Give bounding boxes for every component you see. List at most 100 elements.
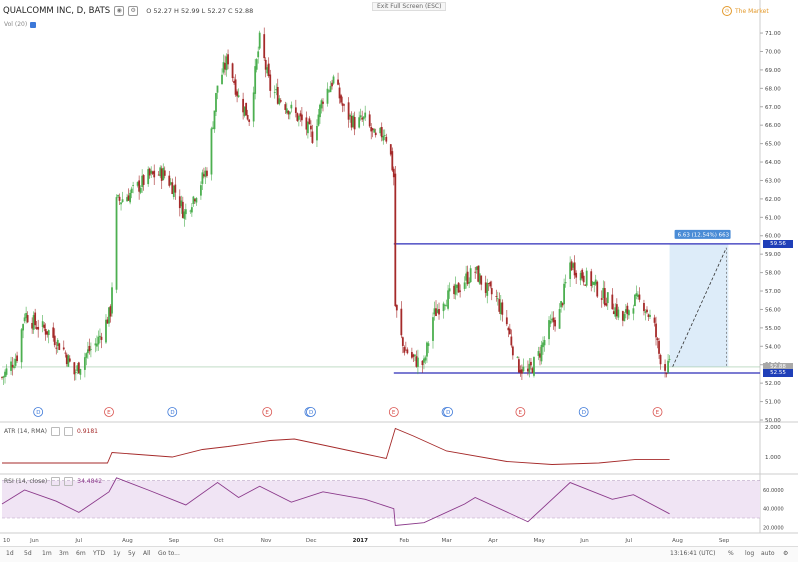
- candle-body: [469, 268, 472, 283]
- range-1m[interactable]: 1m: [42, 550, 52, 557]
- atr-eye-icon[interactable]: [50, 427, 60, 436]
- dividend-marker: [33, 407, 44, 417]
- candle-body: [442, 303, 445, 312]
- candle-body: [210, 128, 213, 175]
- candle-body: [168, 175, 171, 186]
- log-toggle[interactable]: log: [745, 550, 755, 557]
- rsi-line: [1, 477, 670, 526]
- range-3m[interactable]: 3m: [59, 550, 69, 557]
- y-tick-label: 63.00: [765, 178, 781, 184]
- candle-body: [591, 281, 594, 285]
- candle-body: [43, 324, 46, 329]
- candle-body: [55, 347, 58, 349]
- candle-body: [668, 358, 671, 360]
- settings-icon[interactable]: ⚙: [128, 6, 139, 16]
- candle-body: [308, 118, 311, 125]
- candle-body: [362, 116, 365, 120]
- candle-body: [621, 311, 624, 321]
- candle-body: [361, 117, 364, 120]
- candle-body: [263, 34, 266, 59]
- candle-body: [246, 114, 249, 120]
- event-marker-label: E: [518, 410, 522, 416]
- candle-body: [257, 51, 260, 58]
- auto-toggle[interactable]: auto: [761, 550, 775, 557]
- candle-body: [448, 288, 451, 292]
- candle-body: [490, 288, 493, 295]
- candle-body: [215, 93, 217, 112]
- candle-body: [65, 354, 68, 365]
- range-ytd[interactable]: YTD: [93, 550, 105, 557]
- x-tick-label: Sep: [169, 538, 180, 544]
- rsi-band: [2, 480, 760, 518]
- candle-body: [97, 336, 100, 345]
- candle-body: [47, 330, 50, 336]
- candle-body: [328, 90, 330, 92]
- candle-body: [305, 117, 308, 130]
- candle-body: [486, 282, 489, 296]
- range-1y[interactable]: 1y: [113, 550, 121, 557]
- y-tick-label: 52.00: [765, 381, 781, 387]
- candle-body: [353, 116, 356, 130]
- candle-body: [582, 275, 585, 283]
- rsi-settings-icon[interactable]: [64, 477, 74, 486]
- x-tick-label: Jun: [29, 538, 39, 544]
- candle-body: [624, 309, 627, 313]
- y-tick-label: 60.00: [765, 234, 781, 240]
- candle-body: [358, 117, 361, 128]
- bottom-toolbar: 1d 5d 1m 3m 6m YTD 1y 5y All Go to... 13…: [0, 546, 798, 562]
- candle-body: [237, 95, 240, 98]
- percent-toggle[interactable]: %: [728, 550, 734, 557]
- event-marker-label: D: [36, 410, 40, 416]
- candle-body: [189, 210, 192, 212]
- candle-body: [41, 321, 44, 327]
- rsi-eye-icon[interactable]: [51, 477, 61, 486]
- candle-body: [94, 343, 97, 346]
- candle-body: [531, 368, 534, 374]
- candle-body: [200, 185, 202, 196]
- volume-visibility-icon[interactable]: [30, 21, 37, 28]
- candle-body: [584, 284, 587, 286]
- candle-body: [647, 314, 650, 317]
- candle-body: [79, 369, 82, 375]
- symbol-title[interactable]: QUALCOMM INC, D, BATS: [3, 6, 111, 16]
- candle-body: [160, 168, 163, 181]
- candle-body: [74, 372, 77, 374]
- market-status[interactable]: ◷ The Market: [722, 6, 769, 16]
- x-tick-label: Nov: [261, 538, 272, 544]
- exit-fullscreen-button[interactable]: Exit Full Screen (ESC): [372, 2, 447, 11]
- event-marker-label: E: [392, 410, 396, 416]
- candle-body: [141, 175, 144, 187]
- y-tick-label: 57.00: [765, 289, 781, 295]
- go-to-button[interactable]: Go to...: [158, 550, 180, 557]
- range-5y[interactable]: 5y: [128, 550, 136, 557]
- candle-body: [236, 91, 238, 97]
- range-1d[interactable]: 1d: [6, 550, 14, 557]
- atr-settings-icon[interactable]: [63, 427, 73, 436]
- gear-icon[interactable]: ⚙: [783, 550, 789, 557]
- eye-icon[interactable]: ◉: [114, 6, 125, 16]
- range-all[interactable]: All: [143, 550, 151, 557]
- candle-body: [389, 144, 392, 155]
- range-6m[interactable]: 6m: [76, 550, 86, 557]
- range-5d[interactable]: 5d: [24, 550, 32, 557]
- y-tick-label: 68.00: [765, 86, 781, 92]
- candle-body: [548, 320, 550, 340]
- candle-body: [487, 283, 490, 284]
- candle-body: [340, 95, 342, 103]
- candle-body: [126, 197, 128, 202]
- candle-body: [331, 82, 333, 87]
- candle-body: [46, 331, 49, 335]
- dividend-marker: [578, 407, 589, 417]
- candle-body: [395, 304, 398, 311]
- candle-body: [13, 366, 15, 368]
- candle-body: [290, 104, 293, 109]
- candle-body: [445, 305, 448, 307]
- candle-body: [319, 104, 321, 118]
- level-price-tag: 59.56: [763, 239, 793, 248]
- candle-body: [560, 301, 562, 308]
- candle-body: [68, 358, 71, 362]
- candle-body: [415, 356, 418, 367]
- candle-body: [111, 287, 113, 314]
- candle-body: [337, 79, 339, 85]
